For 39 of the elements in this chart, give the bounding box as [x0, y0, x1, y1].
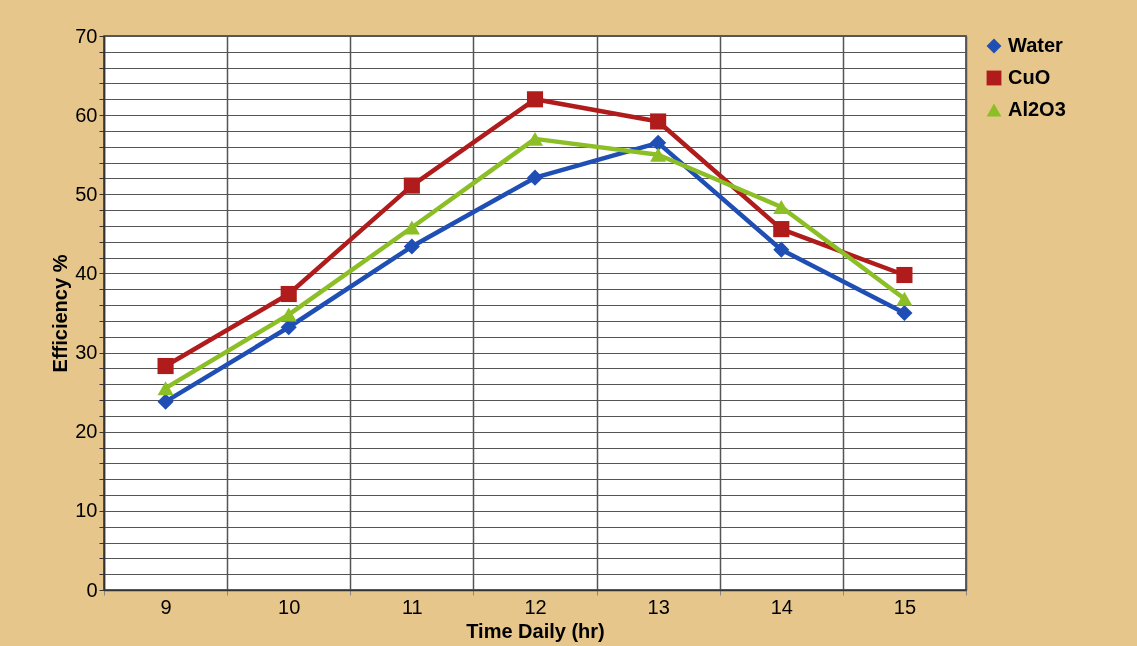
x-tick-label: 13: [647, 595, 670, 618]
x-tick-label: 11: [401, 595, 423, 618]
legend-label: CuO: [1008, 66, 1051, 88]
x-axis-title: Time Daily (hr): [466, 619, 605, 642]
y-tick-label: 50: [75, 182, 98, 205]
point: [896, 291, 913, 306]
y-tick-label: 30: [75, 341, 98, 364]
y-tick-label: 70: [75, 24, 98, 47]
legend-label: Water: [1008, 34, 1064, 56]
x-tick-label: 10: [278, 595, 301, 618]
legend-label: Al2O3: [1008, 98, 1066, 120]
y-tick-label: 60: [75, 103, 98, 126]
y-axis-title: Efficiency %: [49, 254, 72, 373]
point: [526, 169, 544, 186]
x-tick-label: 14: [770, 595, 793, 618]
point: [650, 147, 667, 162]
point: [280, 285, 297, 303]
y-tick-label: 10: [75, 499, 98, 522]
point: [773, 241, 790, 258]
point: [896, 304, 913, 322]
point: [773, 221, 790, 238]
x-tick-label: 9: [160, 595, 172, 618]
point: [526, 91, 544, 108]
point: [280, 319, 297, 336]
point: [403, 177, 420, 194]
x-tick-label: 12: [524, 595, 547, 618]
x-tick-label: 15: [893, 595, 917, 618]
point: [280, 307, 297, 322]
point: [896, 266, 913, 284]
y-tick-label: 0: [86, 578, 98, 601]
point: [650, 134, 667, 151]
point: [157, 393, 174, 410]
y-tick-label: 20: [75, 420, 98, 443]
point: [403, 220, 420, 235]
point: [157, 357, 174, 375]
point: [650, 113, 667, 130]
point: [157, 381, 174, 396]
point: [403, 238, 420, 255]
y-tick-label: 40: [75, 261, 98, 284]
